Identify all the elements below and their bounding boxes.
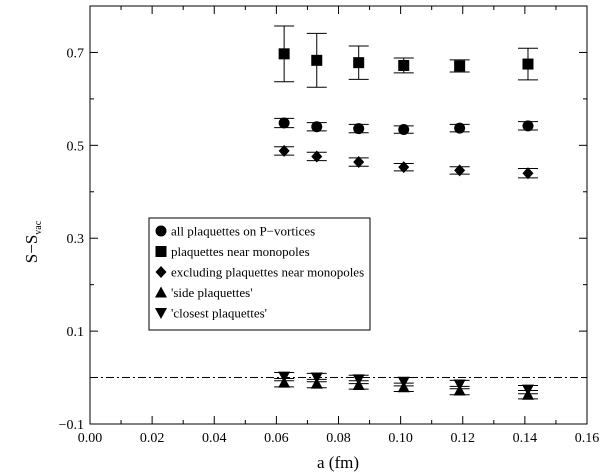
legend-marker-triangle-up: [155, 286, 167, 298]
data-point-square: [454, 60, 466, 72]
y-tick-label: 0.1: [67, 325, 85, 340]
series-circle: [274, 117, 538, 136]
x-tick-label: 0.16: [575, 431, 600, 446]
data-point-square: [311, 54, 323, 66]
data-point-triangle-down: [397, 376, 410, 388]
y-tick-label: 0.7: [67, 46, 85, 61]
y-axis-label-main: S−S: [22, 235, 41, 264]
data-point-diamond: [353, 156, 365, 169]
data-point-circle: [311, 121, 323, 133]
data-point-diamond: [311, 150, 323, 163]
x-tick-label: 0.06: [264, 431, 289, 446]
data-point-triangle-down: [521, 384, 534, 396]
x-tick-label: 0.08: [326, 431, 351, 446]
legend-marker-circle: [155, 225, 167, 237]
data-point-triangle-down: [352, 374, 365, 386]
data-point-circle: [278, 117, 290, 129]
x-tick-label: 0.00: [78, 431, 103, 446]
plot-frame: [89, 5, 588, 425]
data-point-diamond: [454, 164, 466, 177]
legend-label: plaquettes near monopoles: [171, 244, 310, 259]
series-square: [274, 25, 538, 88]
data-point-triangle-down: [278, 371, 291, 383]
data-point-diamond: [398, 161, 410, 174]
y-tick-label: 0.3: [67, 232, 85, 247]
series-triangle-down: [274, 371, 538, 396]
data-layer: [274, 25, 538, 400]
data-point-triangle-down: [310, 372, 323, 384]
data-point-square: [278, 48, 290, 60]
data-point-diamond: [522, 167, 534, 180]
legend-marker-square: [155, 246, 167, 257]
legend: all plaquettes on P−vortices plaquettes n…: [148, 217, 371, 331]
data-point-diamond: [278, 144, 290, 157]
x-tick-label: 0.12: [451, 431, 476, 446]
x-tick-label: 0.02: [140, 431, 165, 446]
legend-label: 'side plaquettes': [171, 285, 253, 300]
y-axis-label-sub: vac: [33, 220, 44, 234]
axes: 0.00 0.02 0.04 0.06 0.08 0.10 0.12 0.14 0.16 −0.1…: [59, 5, 600, 446]
legend-label: excluding plaquettes near monopoles: [171, 265, 364, 280]
data-point-circle: [353, 123, 365, 135]
data-point-square: [522, 58, 534, 70]
legend-box: [148, 217, 371, 331]
x-tick-label: 0.14: [513, 431, 538, 446]
data-point-circle: [454, 122, 466, 134]
data-point-circle: [522, 120, 534, 132]
x-tick-label: 0.04: [202, 431, 227, 446]
y-tick-label: −0.1: [59, 418, 84, 433]
legend-label: all plaquettes on P−vortices: [171, 224, 315, 239]
data-point-circle: [398, 124, 410, 136]
data-point-square: [398, 59, 410, 71]
x-tick-label: 0.10: [388, 431, 413, 446]
y-axis-label: S−Svac: [22, 220, 44, 263]
x-axis-label: a (fm): [317, 453, 359, 472]
legend-marker-diamond: [155, 266, 167, 278]
data-point-triangle-down: [453, 379, 466, 391]
y-tick-label: 0.5: [67, 139, 85, 154]
series-diamond: [274, 144, 538, 180]
legend-marker-triangle-down: [155, 308, 167, 319]
legend-label: 'closest plaquettes': [171, 306, 267, 321]
data-point-square: [353, 57, 365, 69]
